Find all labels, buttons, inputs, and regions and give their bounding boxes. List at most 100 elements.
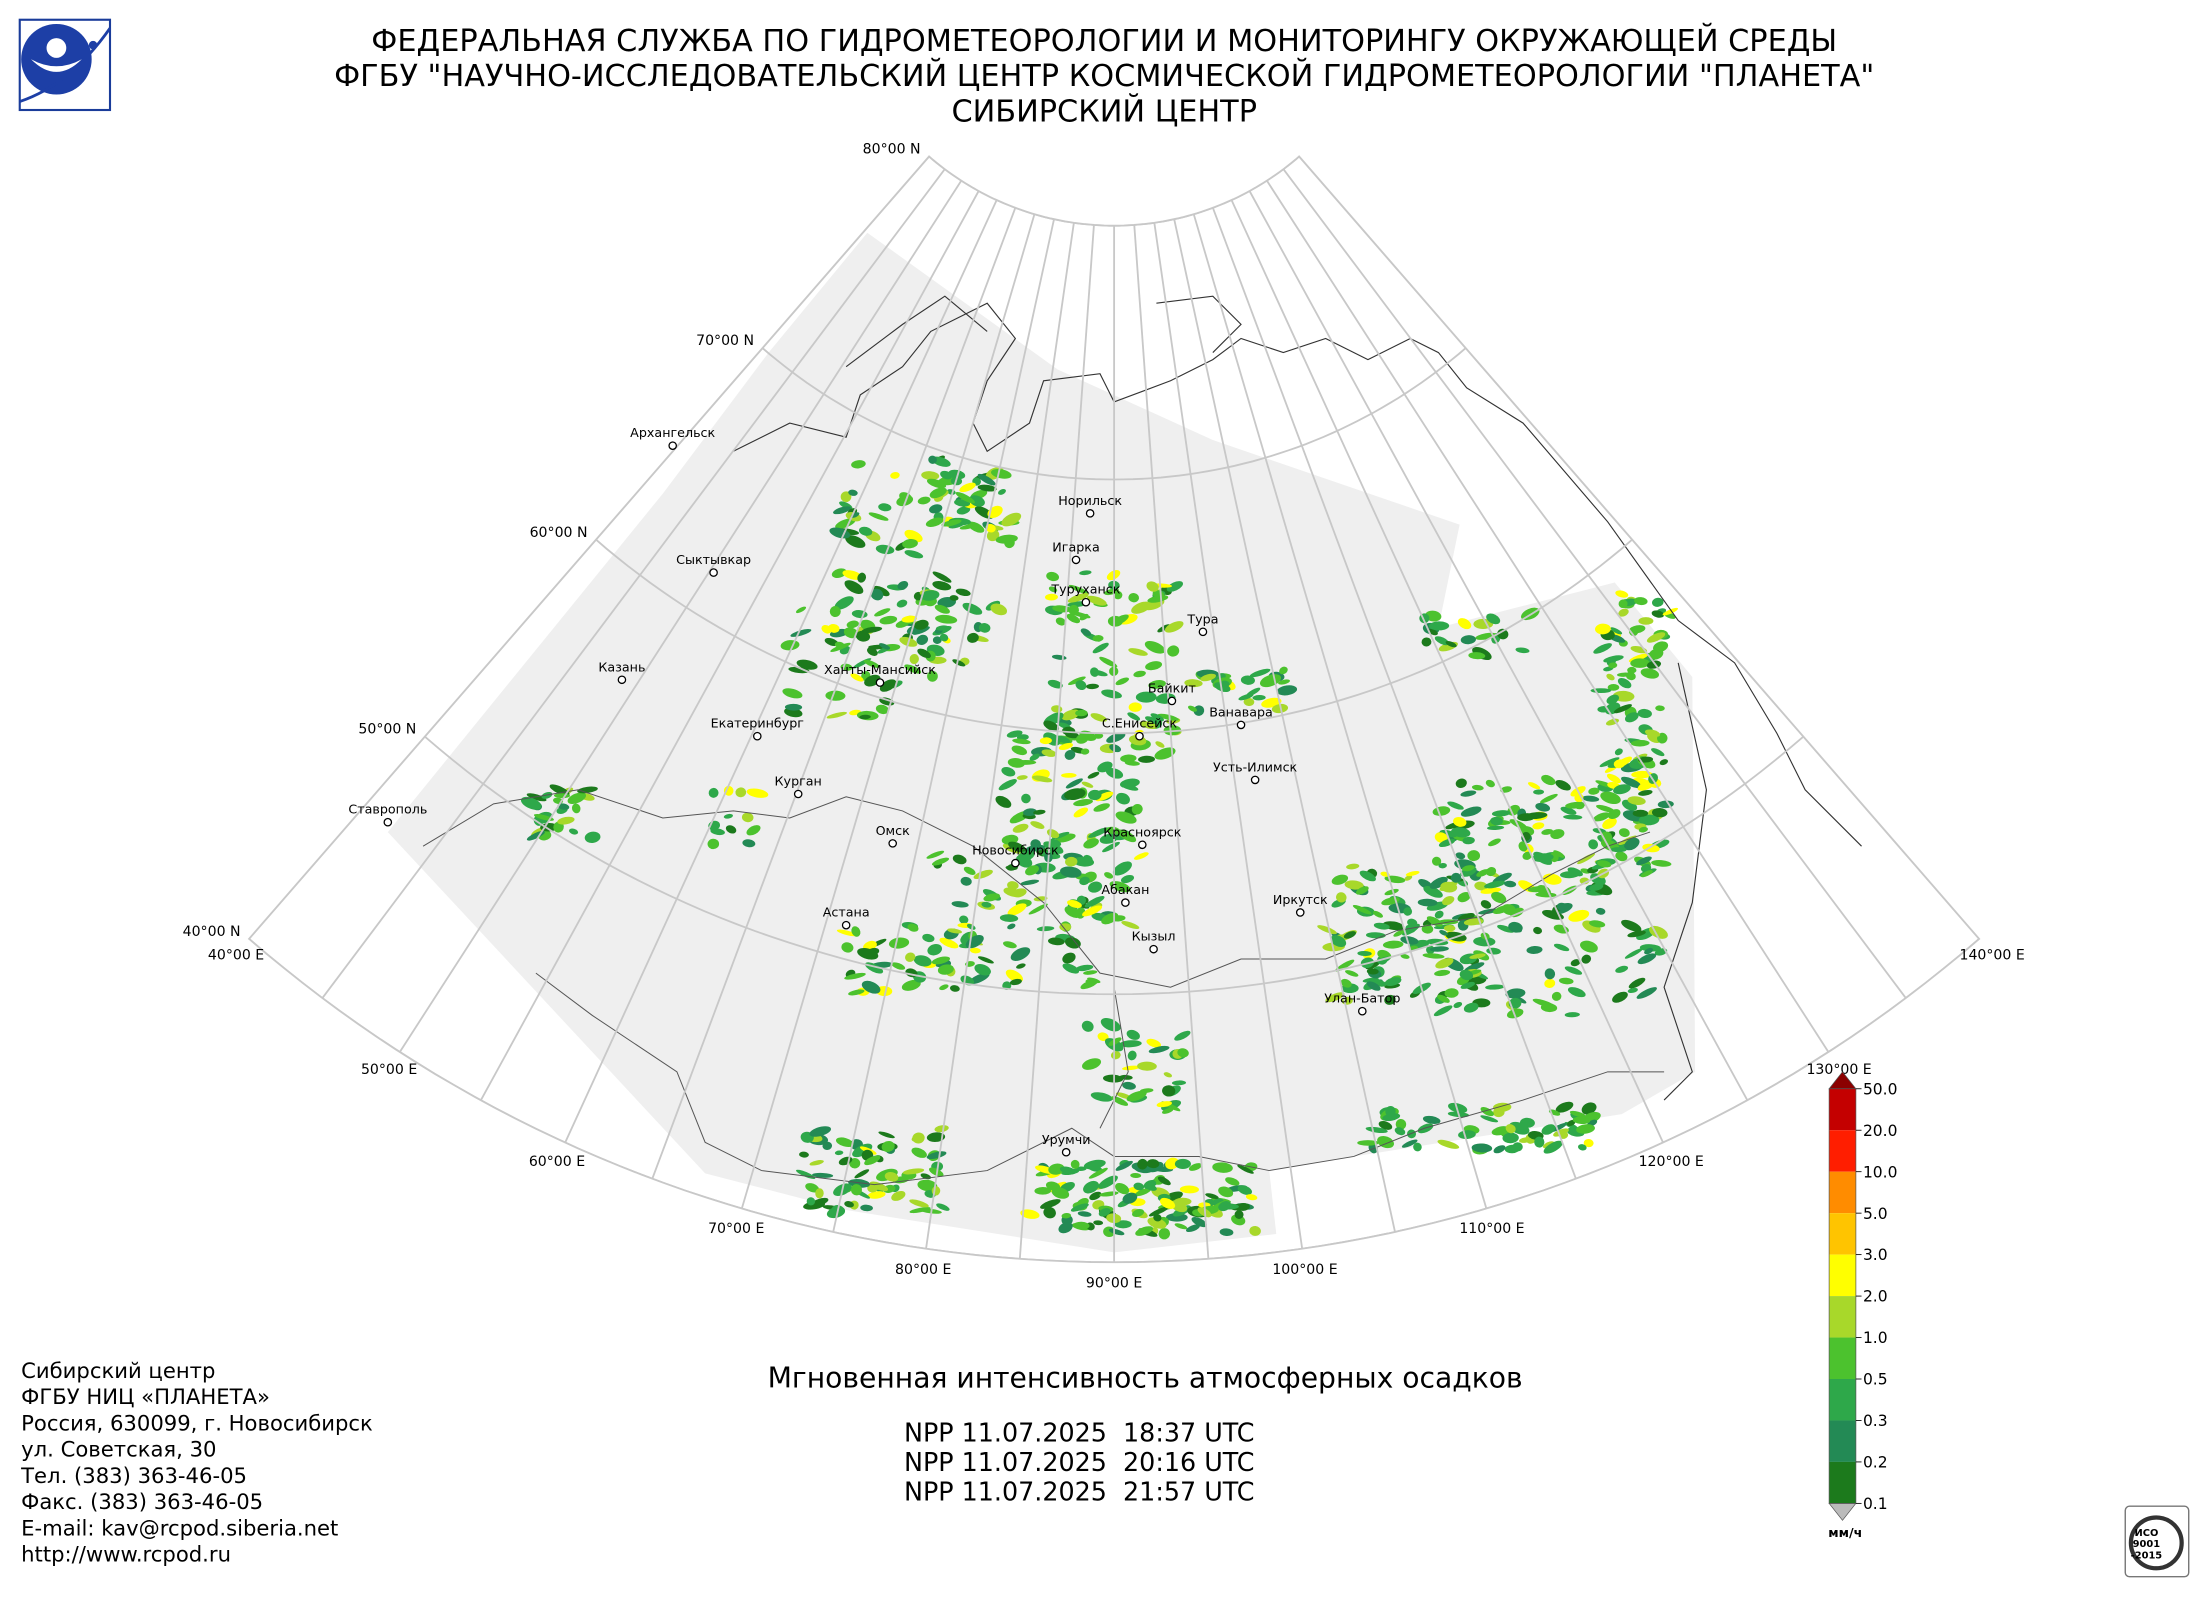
precip-cell <box>1115 1160 1133 1171</box>
precip-cell <box>1491 1126 1510 1136</box>
precip-cell <box>1434 832 1448 843</box>
precip-cell <box>909 1199 929 1208</box>
precip-cell <box>1048 586 1058 593</box>
precip-cell <box>1135 691 1157 703</box>
precip-cell <box>1541 828 1554 835</box>
precip-cell <box>809 1126 832 1137</box>
precip-cell <box>1075 964 1094 972</box>
precip-cell <box>1576 1124 1595 1134</box>
precip-cell <box>959 524 977 530</box>
precip-cell <box>1079 570 1092 576</box>
precip-cell <box>1451 827 1471 838</box>
precip-cell <box>934 604 950 614</box>
precip-cell <box>1080 979 1099 990</box>
precip-cell <box>1568 909 1590 922</box>
precip-cell <box>1467 850 1481 862</box>
precip-cell <box>1443 925 1456 932</box>
precip-cell <box>940 470 953 480</box>
city-marker <box>617 675 627 685</box>
precip-cell <box>1330 935 1347 948</box>
precip-cell <box>1010 947 1031 961</box>
precip-cell <box>1148 1045 1170 1054</box>
precip-cell <box>1144 641 1166 654</box>
precip-cell <box>1083 1180 1099 1194</box>
precip-cell <box>1457 618 1472 630</box>
precip-cell <box>1638 826 1648 833</box>
precip-cell <box>1075 680 1087 691</box>
precip-cell <box>1116 792 1130 805</box>
precip-cell <box>1059 923 1072 931</box>
precip-cell <box>1041 749 1057 757</box>
city-marker <box>1121 898 1130 907</box>
precip-cell <box>826 1206 846 1219</box>
precip-cell <box>1043 720 1060 732</box>
precip-cell <box>825 690 846 701</box>
precip-cell <box>1220 680 1230 688</box>
precip-cell <box>1610 847 1627 853</box>
precip-cell <box>1413 1142 1422 1152</box>
precip-cell <box>977 473 996 486</box>
precip-cell <box>935 625 949 631</box>
precip-cell <box>939 984 949 991</box>
precip-cell <box>863 659 880 668</box>
meridian <box>1230 199 1664 1143</box>
precip-cell <box>1526 946 1543 954</box>
precip-cell <box>1439 929 1448 936</box>
precip-cell <box>897 580 909 590</box>
precip-cell <box>1588 839 1599 850</box>
precip-cell <box>1104 588 1119 596</box>
precip-cell <box>1108 1228 1125 1236</box>
precip-cell <box>1093 1220 1104 1226</box>
precip-cell <box>1058 1222 1073 1234</box>
precip-cell <box>1651 748 1665 757</box>
meridian <box>1192 213 1488 1209</box>
city-marker <box>1011 858 1020 868</box>
precip-cell <box>710 828 725 836</box>
precip-cell <box>1066 613 1081 624</box>
lon-label: 70°00 E <box>708 1221 764 1237</box>
precip-cell <box>955 588 971 597</box>
precip-cell <box>1243 697 1255 707</box>
precip-cell <box>1434 969 1451 977</box>
lat-label: 80°00 N <box>863 142 921 158</box>
precip-cell <box>1144 1183 1157 1191</box>
meridian <box>480 190 980 1101</box>
colorbar-label: 1.0 <box>1863 1329 1888 1347</box>
precip-cell <box>1068 584 1089 594</box>
meridian <box>832 218 1055 1233</box>
precip-cell <box>939 937 959 949</box>
precip-cell <box>1563 814 1583 820</box>
precip-cell <box>723 813 733 819</box>
precip-cell <box>810 1197 829 1207</box>
precip-cell <box>1093 803 1110 812</box>
precip-cell <box>920 590 940 601</box>
precip-cell <box>952 659 966 667</box>
precip-cell <box>1640 668 1660 679</box>
city-marker <box>1085 509 1095 518</box>
precip-cell <box>1405 870 1420 877</box>
precip-cell <box>1577 1144 1587 1151</box>
precip-cell <box>1593 812 1611 822</box>
city-label: Туруханск <box>1050 582 1120 597</box>
precip-cell <box>1237 1164 1254 1174</box>
precip-cell <box>901 615 918 623</box>
precip-cell <box>1119 1074 1133 1080</box>
meridian <box>1282 168 1907 999</box>
precip-cell <box>1120 754 1137 763</box>
precip-cell <box>861 980 881 994</box>
precip-cell <box>1440 881 1458 893</box>
precip-cell <box>1544 968 1556 980</box>
precip-cell <box>990 603 1008 616</box>
precip-cell <box>1162 1085 1176 1097</box>
precip-cell <box>1615 965 1629 973</box>
precip-cell <box>1121 921 1140 930</box>
precip-cell <box>1478 908 1499 915</box>
precip-cell <box>1145 661 1163 671</box>
precip-cell <box>1102 1074 1124 1083</box>
precip-cell <box>1039 737 1052 745</box>
precip-cell <box>1636 987 1657 999</box>
precip-cell <box>1335 892 1347 903</box>
precip-cell <box>907 923 919 932</box>
precip-cell <box>857 572 867 583</box>
